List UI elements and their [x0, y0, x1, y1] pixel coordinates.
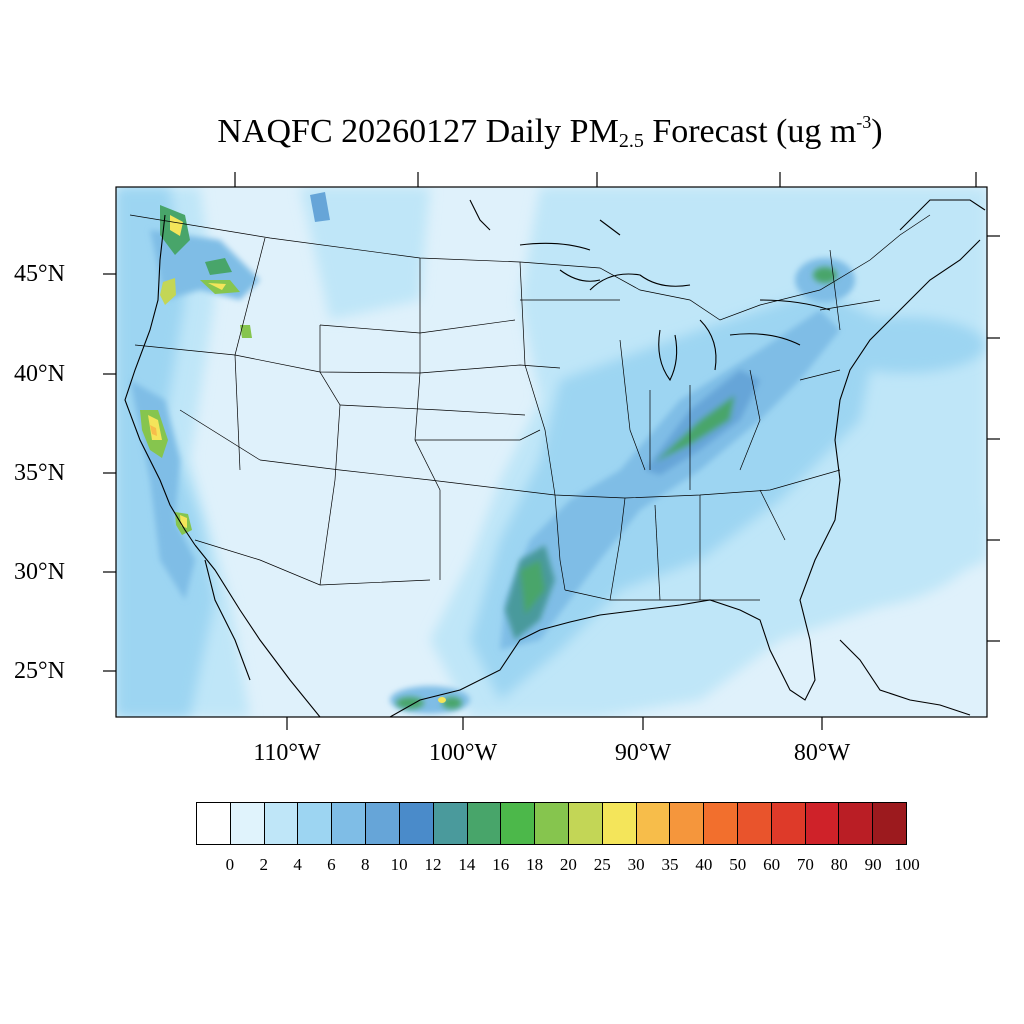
map-title: NAQFC 20260127 Daily PM2.5 Forecast (ug …: [0, 112, 1024, 153]
colorbar-tick-label: 70: [796, 855, 814, 874]
lon-label-80w: 80°W: [793, 740, 851, 766]
state-boundaries: [129, 214, 931, 601]
colorbar-tick-label: 8: [361, 855, 370, 874]
colorbar-swatch: [332, 803, 367, 844]
colorbar-tick-label: 12: [424, 855, 442, 874]
title-superscript: -3: [856, 112, 872, 132]
colorbar-swatch: [230, 803, 265, 844]
colorbar-tick-label: 35: [661, 855, 679, 874]
colorbar-tick-label: 100: [894, 855, 920, 874]
colorbar: [196, 802, 907, 845]
colorbar-tick-label: 2: [259, 855, 268, 874]
axis-ticks: [103, 172, 1000, 730]
title-middle: Forecast (ug m: [643, 113, 857, 150]
title-prefix: NAQFC 20260127 Daily PM: [217, 113, 619, 150]
coastlines: [124, 199, 986, 717]
colorbar-swatch: [602, 803, 637, 844]
colorbar-tick-label: 20: [559, 855, 577, 874]
colorbar-tick-label: 80: [830, 855, 848, 874]
colorbar-tick-label: 60: [763, 855, 781, 874]
colorbar-swatch: [805, 803, 840, 844]
colorbar-swatch: [535, 803, 569, 844]
colorbar-tick-label: 18: [526, 855, 544, 874]
colorbar-tick-label: 14: [458, 855, 476, 874]
colorbar-swatch: [873, 803, 907, 844]
colorbar-swatch: [704, 803, 738, 844]
hotspots: [140, 192, 446, 703]
colorbar-swatch: [399, 803, 434, 844]
lon-label-90w: 90°W: [614, 740, 672, 766]
colorbar-swatch: [467, 803, 502, 844]
colorbar-swatch: [839, 803, 874, 844]
colorbar-tick-label: 50: [729, 855, 747, 874]
colorbar-swatch: [670, 803, 705, 844]
colorbar-swatch: [197, 803, 231, 844]
lon-label-110w: 110°W: [253, 740, 321, 766]
map-frame: [115, 186, 988, 718]
colorbar-swatch: [501, 803, 536, 844]
colorbar-swatch: [738, 803, 772, 844]
colorbar-swatch: [366, 803, 400, 844]
lon-label-100w: 100°W: [428, 740, 498, 766]
lat-label-35n: 35°N: [14, 460, 65, 486]
colorbar-tick-label: 30: [627, 855, 645, 874]
colorbar-swatch: [636, 803, 671, 844]
colorbar-tick-label: 10: [390, 855, 408, 874]
colorbar-swatch: [298, 803, 333, 844]
colorbar-tick-label: 6: [327, 855, 336, 874]
colorbar-swatch: [433, 803, 468, 844]
lat-label-40n: 40°N: [14, 361, 65, 387]
colorbar-tick-label: 16: [492, 855, 510, 874]
colorbar-tick-label: 4: [293, 855, 302, 874]
lat-label-45n: 45°N: [14, 261, 65, 287]
concentration-field: [116, 187, 987, 717]
colorbar-tick-label: 0: [225, 855, 235, 874]
title-subscript: 2.5: [618, 130, 644, 152]
colorbar-tick-label: 25: [593, 855, 611, 874]
colorbar-tick-label: 40: [695, 855, 713, 874]
colorbar-swatch: [568, 803, 603, 844]
colorbar-tick-label: 90: [864, 855, 882, 874]
colorbar-swatch: [771, 803, 806, 844]
colorbar-swatch: [264, 803, 299, 844]
title-suffix: ): [871, 113, 883, 150]
lat-label-30n: 30°N: [14, 559, 65, 585]
lat-label-25n: 25°N: [14, 658, 65, 684]
peak-band: [396, 267, 837, 709]
